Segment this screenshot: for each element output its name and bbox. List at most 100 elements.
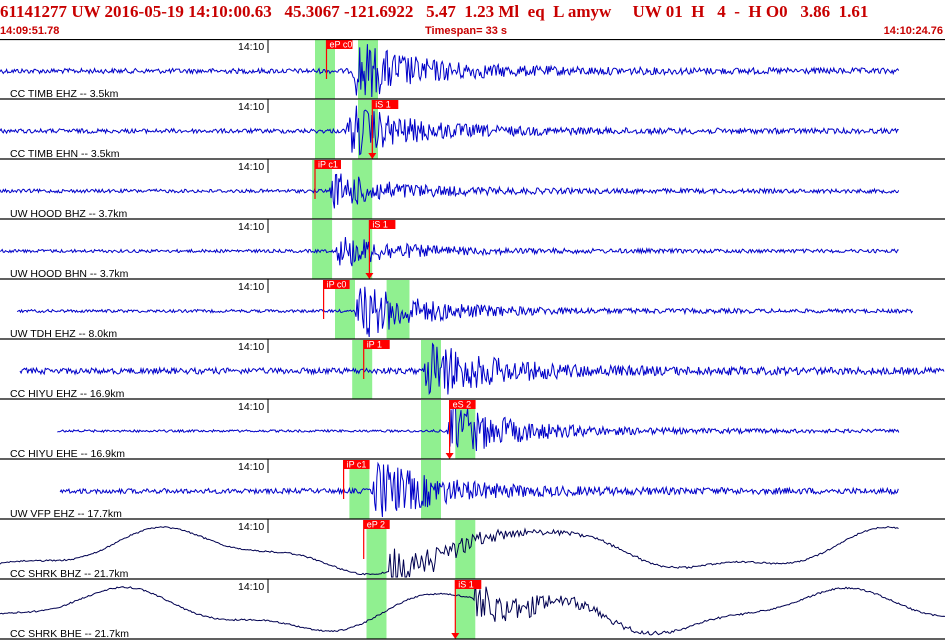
- station-label: CC TIMB EHN -- 3.5km: [10, 148, 120, 160]
- phase-pick[interactable]: iP 1: [363, 340, 390, 380]
- phase-pick[interactable]: iP c1: [314, 160, 341, 200]
- pick-label: iP 1: [367, 340, 382, 350]
- pick-label: iP c1: [347, 460, 367, 470]
- station-label: UW HOOD BHZ -- 3.7km: [10, 208, 128, 220]
- time-tick-label: 14:10: [238, 521, 264, 533]
- phase-pick[interactable]: iP c1: [343, 460, 370, 500]
- phase-pick[interactable]: iP c0: [323, 280, 350, 320]
- waveform: [0, 580, 945, 636]
- waveform: [0, 525, 899, 578]
- trace-row[interactable]: 14:10 iP c1 UW VFP EHZ -- 17.7km: [0, 459, 945, 520]
- pick-window: [358, 100, 378, 159]
- pick-flag: [449, 400, 476, 409]
- pick-window: [312, 160, 333, 219]
- analyst: amyw: [567, 2, 612, 21]
- waveform: [59, 461, 899, 518]
- pick-arrow-icon: [451, 633, 460, 639]
- pick-flag: [315, 160, 341, 169]
- station-label: UW TDH EHZ -- 8.0km: [10, 328, 117, 340]
- trace-row[interactable]: 14:10 iP c0 UW TDH EHZ -- 8.0km: [0, 279, 945, 340]
- waveform: [57, 401, 900, 452]
- pick-flag: [363, 520, 390, 529]
- pick-window: [421, 460, 441, 519]
- phase-pick[interactable]: eP 2: [363, 520, 390, 560]
- value-1: 3.86: [800, 2, 831, 21]
- event-summary-header: 61141277 UW 2016-05-19 14:10:00.63 45.30…: [0, 0, 945, 23]
- waveform: [0, 44, 900, 98]
- trace-row[interactable]: 14:10 eS 2 CC HIYU EHE -- 16.9km: [0, 399, 945, 460]
- pick-flag: [343, 460, 370, 469]
- review-flag: L: [553, 2, 564, 21]
- pick-flag: [455, 580, 482, 589]
- time-tick-label: 14:10: [238, 461, 264, 473]
- station-label: CC HIYU EHZ -- 16.9km: [10, 388, 125, 400]
- pick-window: [421, 400, 441, 459]
- pick-window: [455, 580, 476, 639]
- pick-label: eP 2: [367, 520, 385, 530]
- trace-row[interactable]: 14:10 eP c0 CC TIMB EHZ -- 3.5km: [0, 39, 945, 100]
- waveform: [16, 286, 914, 338]
- pick-label: iS 1: [375, 100, 391, 110]
- pick-flag: [372, 100, 399, 109]
- pick-label: iS 1: [458, 580, 474, 590]
- time-tick-label: 14:10: [238, 101, 264, 113]
- pick-window: [349, 460, 370, 519]
- trace-row[interactable]: 14:10 iS 1 UW HOOD BHN -- 3.7km: [0, 219, 945, 280]
- time-tick-label: 14:10: [238, 581, 264, 593]
- pick-window: [315, 100, 335, 159]
- station-label: UW VFP EHZ -- 17.7km: [10, 508, 122, 520]
- trace-row[interactable]: 14:10 iS 1 CC TIMB EHN -- 3.5km: [0, 99, 945, 160]
- pick-label: iP c0: [327, 280, 347, 290]
- phase-pick[interactable]: eS 2: [445, 400, 476, 460]
- window-start-time: 14:09:51.78: [0, 25, 60, 37]
- separator: -: [734, 2, 740, 21]
- time-window-bar: 14:09:51.78 Timespan= 33 s 14:10:24.76: [0, 24, 945, 39]
- latitude: 45.3067: [284, 2, 340, 21]
- pick-window: [312, 220, 333, 279]
- time-tick-label: 14:10: [238, 401, 264, 413]
- station-label: CC SHRK BHZ -- 21.7km: [10, 568, 129, 580]
- phase-pick[interactable]: iS 1: [365, 220, 396, 280]
- time-tick-label: 14:10: [238, 161, 264, 173]
- trace-row[interactable]: 14:10 iP c1 UW HOOD BHZ -- 3.7km: [0, 159, 945, 220]
- pick-flag: [363, 340, 390, 349]
- origin-datetime: 2016-05-19 14:10:00.63: [104, 2, 272, 21]
- quality: H: [691, 2, 705, 21]
- event-type: eq: [527, 2, 545, 21]
- pick-flag: [326, 40, 353, 49]
- phase-pick[interactable]: iS 1: [368, 100, 399, 160]
- waveform: [0, 105, 899, 156]
- waveform: [0, 173, 900, 209]
- station-label: CC HIYU EHE -- 16.9km: [10, 448, 125, 460]
- event-id: 61141277: [0, 2, 68, 21]
- pick-arrow-icon: [445, 453, 454, 459]
- pick-window: [366, 580, 387, 639]
- pick-window: [335, 280, 355, 339]
- pick-arrow-icon: [365, 273, 374, 279]
- waveform: [19, 342, 945, 396]
- station-label: CC TIMB EHZ -- 3.5km: [10, 88, 119, 100]
- seismogram-panel[interactable]: 14:10 eP c0 CC TIMB EHZ -- 3.5km 14:10 iS 1 C…: [0, 39, 945, 640]
- time-tick-label: 14:10: [238, 281, 264, 293]
- trace-row[interactable]: 14:10 iP 1 CC HIYU EHZ -- 16.9km: [0, 339, 945, 400]
- pick-arrow-icon: [368, 153, 377, 159]
- phase-pick[interactable]: iS 1: [451, 580, 482, 640]
- value-2: 1.61: [838, 2, 869, 21]
- station-label: CC SHRK BHE -- 21.7km: [10, 628, 129, 640]
- magnitude: 1.23 Ml: [464, 2, 520, 21]
- pick-label: iP c1: [318, 160, 338, 170]
- pick-label: eS 2: [453, 400, 472, 410]
- time-tick-label: 14:10: [238, 341, 264, 353]
- trace-row[interactable]: 14:10 eP 2 CC SHRK BHZ -- 21.7km: [0, 519, 945, 580]
- waveform: [0, 236, 899, 267]
- longitude: -121.6922: [343, 2, 414, 21]
- origin-code: H O0: [748, 2, 788, 21]
- time-tick-label: 14:10: [238, 221, 264, 233]
- station-label: UW HOOD BHN -- 3.7km: [10, 268, 129, 280]
- pick-flag: [323, 280, 350, 289]
- pick-label: iS 1: [372, 220, 388, 230]
- trace-row[interactable]: 14:10 iS 1 CC SHRK BHE -- 21.7km: [0, 579, 945, 640]
- window-end-time: 14:10:24.76: [883, 25, 943, 37]
- phase-pick[interactable]: eP c0: [325, 40, 353, 80]
- solution-source: UW 01: [632, 2, 683, 21]
